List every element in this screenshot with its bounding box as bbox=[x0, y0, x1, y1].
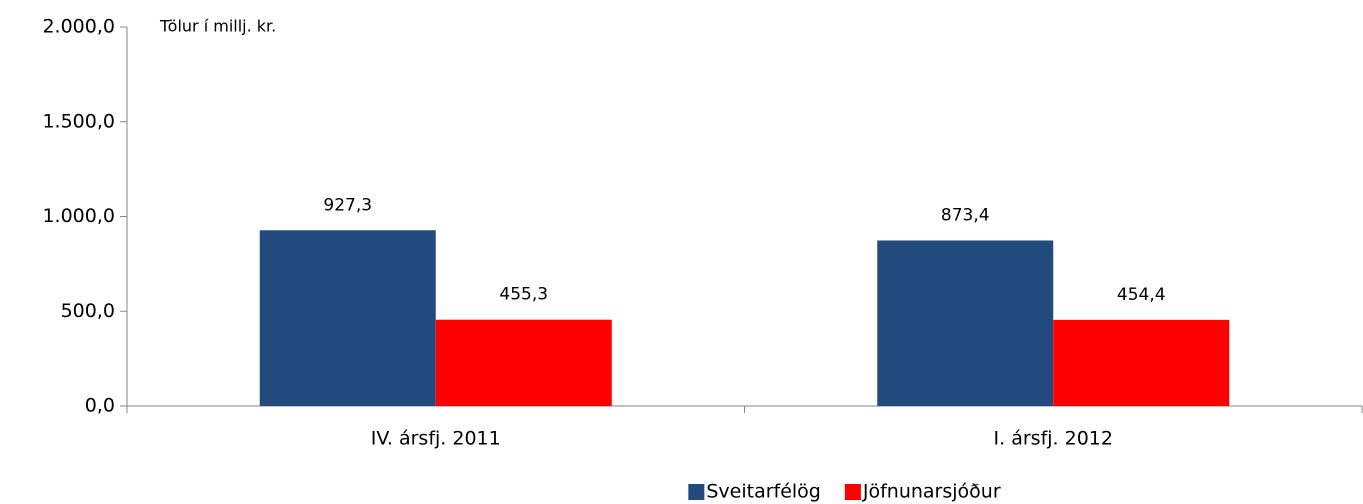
x-tick-label: IV. ársfj. 2011 bbox=[371, 428, 501, 450]
data-label: 454,4 bbox=[1117, 285, 1166, 305]
legend-swatch bbox=[844, 484, 861, 500]
data-label: 873,4 bbox=[941, 205, 990, 225]
bar bbox=[1053, 319, 1230, 406]
legend-label: Jöfnunarsjóður bbox=[862, 481, 1001, 503]
bar bbox=[259, 230, 436, 406]
legend-swatch bbox=[688, 484, 705, 500]
y-tick-label: 500,0 bbox=[61, 300, 115, 322]
legend-label: Sveitarfélög bbox=[706, 481, 821, 503]
data-label: 455,3 bbox=[499, 285, 548, 305]
y-tick-label: 0,0 bbox=[85, 395, 115, 417]
y-tick-label: 2.000,0 bbox=[42, 16, 115, 38]
bar bbox=[877, 240, 1054, 406]
y-tick-label: 1.000,0 bbox=[42, 205, 115, 227]
y-tick-label: 1.500,0 bbox=[42, 110, 115, 132]
data-label: 927,3 bbox=[323, 195, 372, 215]
bar bbox=[435, 319, 612, 406]
x-tick-label: I. ársfj. 2012 bbox=[994, 428, 1113, 450]
annotation: Tölur í millj. kr. bbox=[159, 17, 276, 36]
